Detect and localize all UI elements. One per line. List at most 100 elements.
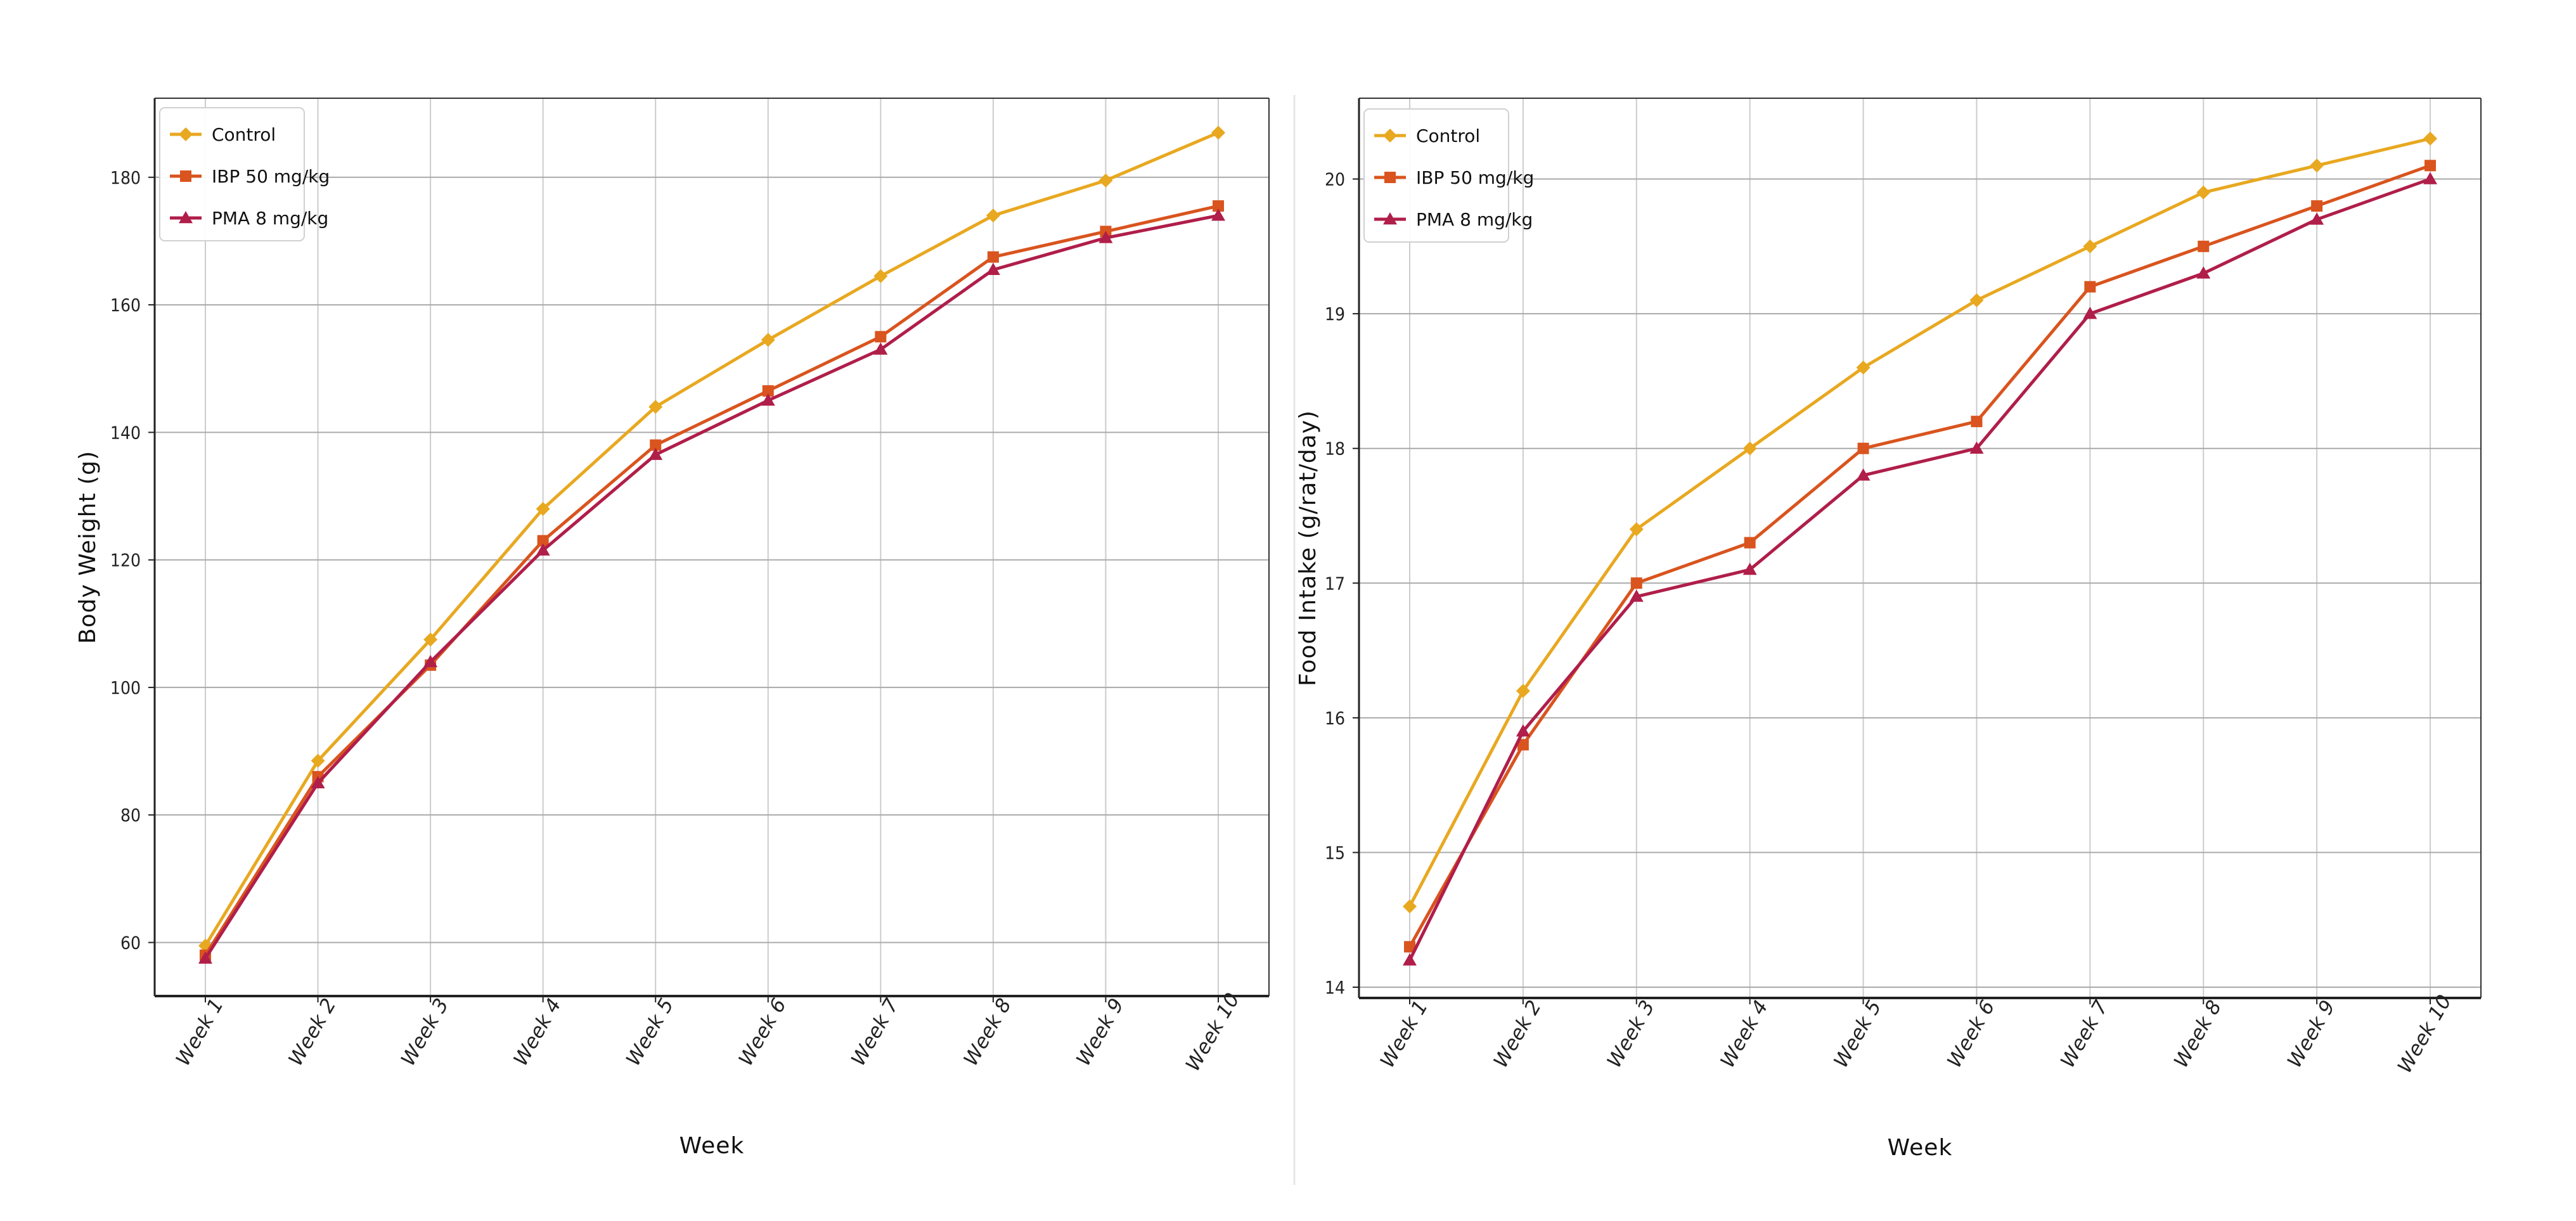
- data-point: [873, 269, 888, 283]
- y-tick-label: 80: [120, 805, 141, 826]
- series-line-pma-8-mg-kg: [203, 214, 1219, 959]
- x-tick-label: Week 1: [1376, 997, 1433, 1072]
- series-line-ibp-50-mg-kg: [203, 204, 1219, 956]
- data-point: [1404, 941, 1415, 953]
- x-tick-label: Week 3: [1602, 997, 1659, 1072]
- data-point: [648, 447, 663, 460]
- x-tick-label: Week 10: [2393, 991, 2456, 1077]
- data-point: [1856, 361, 1871, 375]
- y-tick-label: 60: [120, 932, 141, 953]
- food-intake-chart: Week 1 Week 2 Week 3 Week 4 Week 5 Week 6 Week…: [1295, 98, 2482, 1161]
- legend-marker: [179, 211, 193, 224]
- data-point: [2083, 239, 2097, 253]
- data-point: [1971, 416, 1983, 428]
- data-point: [986, 208, 1000, 223]
- data-point: [2198, 240, 2210, 252]
- legend-label: PMA 8 mg/kg: [1416, 209, 1533, 230]
- x-tick-label: Week 2: [284, 995, 340, 1070]
- legend-box: [159, 107, 305, 241]
- data-point: [1516, 724, 1530, 737]
- y-tick-label: 15: [1325, 842, 1345, 863]
- data-point: [2196, 185, 2211, 200]
- legend-label: Control: [1416, 125, 1480, 146]
- data-point: [1856, 468, 1871, 481]
- x-tick-label: Week 10: [1182, 989, 1244, 1075]
- data-point: [648, 400, 663, 414]
- data-point: [987, 251, 999, 263]
- legend-marker: [180, 170, 191, 182]
- legend-marker: [1383, 212, 1397, 225]
- data-point: [1742, 441, 1757, 456]
- y-tick-label: 19: [1325, 304, 1345, 324]
- x-tick-label: Week 8: [960, 995, 1016, 1070]
- y-tick-label: 20: [1325, 169, 1345, 190]
- data-point: [875, 331, 887, 343]
- y-tick-label: 100: [110, 677, 141, 698]
- data-point: [1629, 589, 1644, 602]
- data-point: [1516, 684, 1530, 698]
- data-point: [1629, 522, 1644, 537]
- legend-label: PMA 8 mg/kg: [212, 208, 328, 229]
- data-point: [873, 342, 888, 355]
- data-point: [761, 393, 775, 406]
- y-tick-label: 16: [1325, 708, 1345, 729]
- data-point: [311, 753, 325, 768]
- x-tick-label: Week 5: [622, 995, 678, 1070]
- series-line-control: [203, 131, 1219, 947]
- data-point: [536, 502, 550, 516]
- data-point: [2425, 160, 2436, 172]
- y-tick-label: 180: [110, 167, 141, 188]
- body-weight-chart: Week 1 Week 2 Week 3 Week 4 Week 5 Week 6 Week…: [75, 98, 1270, 1159]
- series-line-control: [1408, 137, 2431, 907]
- data-point: [2083, 307, 2097, 319]
- x-axis-label: Week: [679, 1133, 745, 1159]
- data-point: [2084, 281, 2096, 293]
- data-point: [423, 655, 438, 667]
- x-tick-label: Week 8: [2170, 997, 2226, 1072]
- data-point: [1969, 441, 1984, 454]
- data-point: [2310, 158, 2324, 173]
- x-axis-label: Week: [1888, 1135, 1953, 1161]
- x-tick-label: Week 9: [1072, 995, 1128, 1070]
- y-axis-label: Food Intake (g/rat/day): [1295, 410, 1321, 686]
- data-point: [1630, 577, 1642, 589]
- x-tick-label: Week 5: [1829, 997, 1886, 1072]
- legend: Control IBP 50 mg/kg PMA 8 mg/kg: [1363, 108, 1534, 243]
- data-point: [1403, 899, 1417, 914]
- series-line-pma-8-mg-kg: [1408, 177, 2431, 961]
- data-point: [1211, 208, 1225, 221]
- y-tick-label: 14: [1325, 977, 1345, 998]
- data-point: [536, 543, 550, 556]
- data-point: [2311, 200, 2323, 212]
- x-tick-label: Week 3: [397, 995, 453, 1070]
- data-point: [1213, 200, 1224, 212]
- data-point: [2196, 266, 2211, 279]
- data-point: [762, 385, 774, 397]
- series-line-ibp-50-mg-kg: [1408, 163, 2431, 948]
- y-tick-label: 120: [110, 550, 141, 571]
- data-point: [761, 333, 775, 347]
- x-tick-label: Week 7: [847, 994, 903, 1070]
- legend: Control IBP 50 mg/kg PMA 8 mg/kg: [159, 107, 330, 241]
- legend-label: Control: [212, 124, 276, 145]
- x-tick-label: Week 1: [172, 995, 228, 1070]
- data-point: [311, 776, 325, 789]
- data-point: [1969, 293, 1984, 307]
- data-point: [2423, 172, 2437, 184]
- legend-marker: [1384, 172, 1396, 183]
- x-tick-label: Week 4: [1716, 997, 1772, 1072]
- x-tick-label: Week 2: [1490, 997, 1546, 1072]
- data-point: [1098, 231, 1113, 243]
- data-point: [1211, 125, 1225, 140]
- data-point: [1857, 442, 1869, 454]
- legend-marker: [179, 127, 193, 141]
- x-tick-label: Week 6: [734, 995, 790, 1070]
- data-point: [1403, 953, 1417, 966]
- data-point: [423, 632, 438, 647]
- data-point: [650, 439, 662, 451]
- data-point: [1517, 739, 1529, 751]
- y-tick-label: 160: [110, 295, 141, 316]
- x-tick-label: Week 9: [2283, 997, 2340, 1072]
- legend-label: IBP 50 mg/kg: [212, 166, 330, 187]
- data-point: [537, 535, 549, 547]
